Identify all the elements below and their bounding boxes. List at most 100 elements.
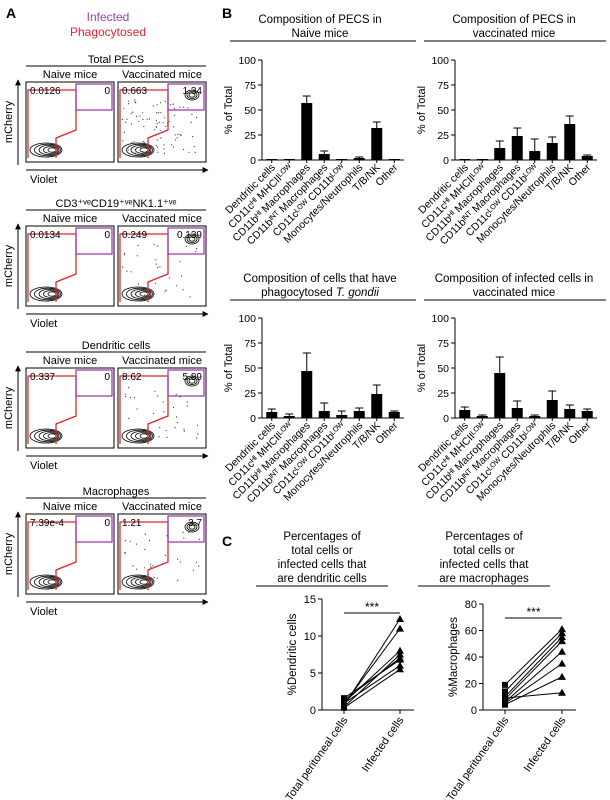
- contour-ring: [184, 521, 200, 533]
- bar: [283, 159, 295, 160]
- event-dot: [192, 569, 194, 571]
- bar: [459, 159, 471, 160]
- y-tick-label: 80: [465, 599, 477, 611]
- event-dot: [172, 103, 174, 105]
- bar: [511, 136, 523, 160]
- point-total: [341, 700, 347, 707]
- gate-value-infected: 1.34: [183, 86, 203, 97]
- flow-group-2: Dendritic cells Naive mice Vaccinated mice…: [3, 340, 209, 472]
- naive-mice-header: Naive mice: [43, 501, 97, 513]
- point-infected: [396, 650, 404, 658]
- event-dot: [173, 114, 175, 116]
- event-dot: [153, 576, 155, 579]
- paired-line: [504, 651, 563, 703]
- event-dot: [176, 137, 178, 139]
- chart-title-line: infected cells that: [440, 559, 530, 571]
- event-dot: [185, 245, 187, 247]
- x-axis-label: Violet: [30, 318, 57, 330]
- event-dot: [148, 118, 150, 120]
- contour-ring: [29, 142, 63, 158]
- paired-line: [504, 676, 563, 706]
- vaccinated-mice-header: Vaccinated mice: [122, 501, 202, 513]
- y-tick-label: 15: [304, 594, 316, 606]
- gate-value-infected: 0: [104, 86, 110, 97]
- event-dot: [130, 112, 132, 114]
- infected-gate: [75, 369, 113, 397]
- bar: [353, 411, 365, 418]
- y-axis-label: mCherry: [3, 244, 15, 287]
- event-dot: [175, 393, 177, 395]
- chart-title-line: vaccinated mice: [473, 287, 555, 299]
- flow-plot-vacc: 0.249 0.139: [117, 225, 207, 307]
- plot-frame: [25, 225, 115, 307]
- event-dot: [158, 121, 160, 123]
- event-dot: [160, 137, 162, 139]
- event-dot: [133, 141, 135, 143]
- contour-ring: [38, 430, 60, 441]
- chart-title-line: phagocytosed T. gondii: [261, 287, 379, 299]
- contour-ring: [121, 428, 155, 444]
- point-total: [502, 681, 508, 688]
- y-axis-label: %Macrophages: [448, 617, 460, 697]
- contour-ring: [38, 577, 60, 588]
- flow-plot-naive: 7.39e-4 0: [25, 513, 115, 595]
- bar: [301, 371, 313, 418]
- event-dot: [157, 266, 159, 269]
- event-dot: [162, 401, 164, 403]
- event-dot: [142, 151, 144, 153]
- gate-value-phagocytosed: 0.663: [122, 86, 147, 97]
- point-infected: [396, 655, 404, 663]
- gate-value-infected: 0: [104, 518, 110, 529]
- chart-title-line: Percentages of: [283, 531, 361, 543]
- point-total: [502, 688, 508, 695]
- event-dot: [148, 539, 150, 542]
- contour-ring: [130, 288, 152, 299]
- contour-ring: [135, 578, 150, 586]
- contour-ring: [121, 286, 155, 302]
- infected-gate: [167, 227, 205, 255]
- point-total: [341, 695, 347, 702]
- chart-title: Composition of cells that have phagocytos…: [243, 273, 396, 299]
- chart-title-line: total cells or: [291, 545, 353, 557]
- event-dot: [125, 393, 127, 395]
- contour-ring: [184, 375, 200, 387]
- y-tick-label: 0: [250, 413, 256, 425]
- bar-chart-0: Composition of PECS in Naive mice 0 25 50 75 1…: [223, 14, 416, 247]
- gate-value-phagocytosed: 0.337: [30, 372, 55, 383]
- contour-ring: [135, 290, 150, 298]
- event-dot: [166, 436, 168, 438]
- bar: [529, 151, 541, 160]
- event-dot: [159, 426, 161, 429]
- x-tick-label: Total peritoneal cells: [283, 714, 350, 800]
- y-tick-label: 50: [244, 363, 256, 375]
- event-dot: [152, 412, 155, 414]
- event-dot: [174, 134, 176, 136]
- chart-title-line: Composition of PECS in: [258, 14, 381, 26]
- event-dot: [194, 151, 196, 153]
- event-dot: [182, 148, 184, 150]
- event-dot: [190, 121, 192, 123]
- event-dot: [144, 294, 146, 296]
- event-dot: [159, 102, 162, 104]
- y-tick-label: 40: [465, 652, 477, 664]
- contour-ring: [43, 146, 58, 154]
- y-tick-label: 100: [431, 55, 449, 67]
- event-dot: [157, 146, 159, 148]
- event-dot: [156, 104, 158, 106]
- event-dot: [172, 146, 175, 148]
- event-dot: [177, 133, 179, 136]
- event-dot: [176, 416, 178, 418]
- bar: [336, 159, 348, 160]
- event-dot: [189, 296, 191, 298]
- y-axis-label: % of Total: [416, 86, 428, 134]
- event-dot: [181, 275, 183, 277]
- event-dot: [156, 112, 158, 114]
- y-tick-label: 0: [250, 155, 256, 167]
- y-axis-label: mCherry: [3, 100, 15, 143]
- chart-title-line: infected cells that: [278, 559, 368, 571]
- contour-ring: [188, 378, 196, 384]
- event-dot: [172, 406, 175, 409]
- contour-ring: [184, 89, 200, 101]
- event-dot: [193, 145, 195, 148]
- plot-frame: [117, 225, 207, 307]
